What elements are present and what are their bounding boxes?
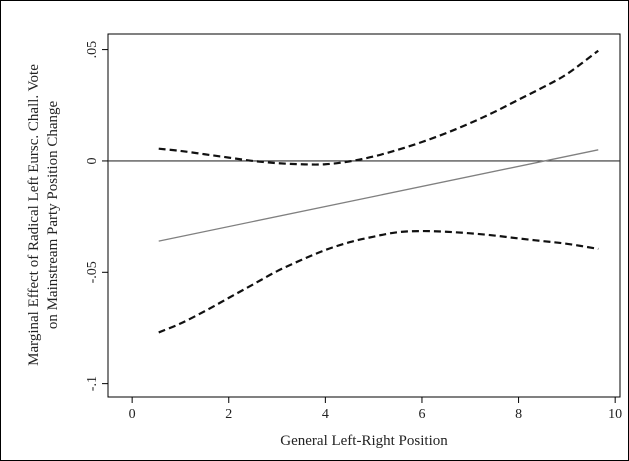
plot-area-border bbox=[107, 33, 621, 398]
x-axis-label: General Left-Right Position bbox=[280, 433, 448, 449]
x-tick-label: 2 bbox=[225, 407, 232, 422]
y-axis: .05 0 -.05 -.1 bbox=[85, 41, 108, 391]
upper-ci-line bbox=[158, 49, 599, 166]
x-axis: 0 2 4 6 8 10 bbox=[129, 397, 622, 422]
x-tick-label: 8 bbox=[515, 407, 522, 422]
x-tick-label: 6 bbox=[418, 407, 425, 422]
x-tick-label: 10 bbox=[608, 407, 622, 422]
y-tick-label: .05 bbox=[85, 41, 100, 59]
x-tick-label: 0 bbox=[129, 407, 136, 422]
y-tick-label: 0 bbox=[85, 157, 100, 164]
y-axis-label-line-2: on Mainstream Party Position Change bbox=[45, 101, 61, 330]
y-tick-label: -.1 bbox=[85, 376, 100, 391]
series-layer bbox=[158, 49, 599, 334]
y-axis-label-line-1: Marginal Effect of Radical Left Eursc. C… bbox=[26, 64, 42, 366]
x-tick-label: 4 bbox=[322, 407, 329, 422]
lower-ci-line bbox=[158, 229, 599, 334]
estimate-line bbox=[158, 149, 599, 242]
y-tick-label: -.05 bbox=[85, 261, 100, 283]
